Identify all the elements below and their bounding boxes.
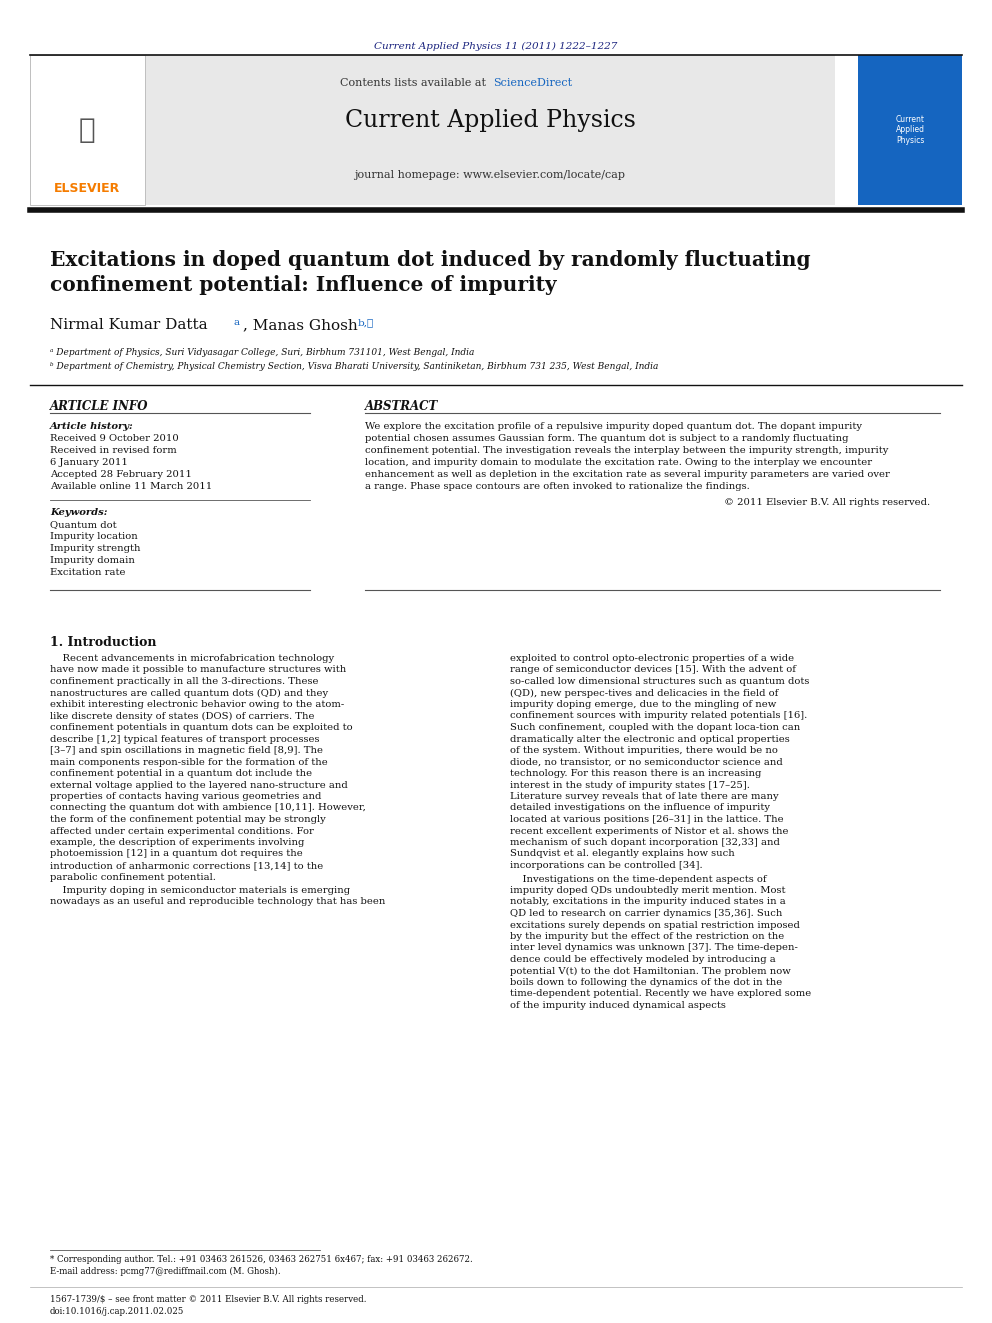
Text: Received in revised form: Received in revised form — [50, 446, 177, 455]
Text: parabolic confinement potential.: parabolic confinement potential. — [50, 872, 216, 881]
Text: Keywords:: Keywords: — [50, 508, 107, 517]
Text: journal homepage: www.elsevier.com/locate/cap: journal homepage: www.elsevier.com/locat… — [354, 169, 626, 180]
Text: Quantum dot: Quantum dot — [50, 520, 117, 529]
Text: ScienceDirect: ScienceDirect — [493, 78, 572, 89]
Text: b,★: b,★ — [357, 318, 374, 327]
Text: describe [1,2] typical features of transport processes: describe [1,2] typical features of trans… — [50, 734, 319, 744]
Text: the form of the confinement potential may be strongly: the form of the confinement potential ma… — [50, 815, 325, 824]
Text: technology. For this reason there is an increasing: technology. For this reason there is an … — [510, 769, 762, 778]
Text: a range. Phase space contours are often invoked to rationalize the findings.: a range. Phase space contours are often … — [365, 482, 750, 491]
Text: exploited to control opto-electronic properties of a wide: exploited to control opto-electronic pro… — [510, 654, 795, 663]
Text: Impurity doping in semiconductor materials is emerging: Impurity doping in semiconductor materia… — [50, 886, 350, 894]
Text: ARTICLE INFO: ARTICLE INFO — [50, 400, 149, 413]
Text: Current Applied Physics: Current Applied Physics — [344, 108, 636, 131]
Text: (QD), new perspec-tives and delicacies in the field of: (QD), new perspec-tives and delicacies i… — [510, 688, 779, 697]
Text: like discrete density of states (DOS) of carriers. The: like discrete density of states (DOS) of… — [50, 712, 314, 721]
Text: range of semiconductor devices [15]. With the advent of: range of semiconductor devices [15]. Wit… — [510, 665, 796, 675]
Text: mechanism of such dopant incorporation [32,33] and: mechanism of such dopant incorporation [… — [510, 837, 780, 847]
Text: photoemission [12] in a quantum dot requires the: photoemission [12] in a quantum dot requ… — [50, 849, 303, 859]
Text: connecting the quantum dot with ambience [10,11]. However,: connecting the quantum dot with ambience… — [50, 803, 366, 812]
Text: 6 January 2011: 6 January 2011 — [50, 458, 128, 467]
Text: Article history:: Article history: — [50, 422, 134, 431]
FancyBboxPatch shape — [858, 56, 962, 205]
Text: confinement potential: Influence of impurity: confinement potential: Influence of impu… — [50, 275, 557, 295]
Text: of the system. Without impurities, there would be no: of the system. Without impurities, there… — [510, 746, 778, 755]
Text: Received 9 October 2010: Received 9 October 2010 — [50, 434, 179, 443]
Text: Current Applied Physics 11 (2011) 1222–1227: Current Applied Physics 11 (2011) 1222–1… — [374, 42, 618, 52]
Text: ᵃ Department of Physics, Suri Vidyasagar College, Suri, Birbhum 731101, West Ben: ᵃ Department of Physics, Suri Vidyasagar… — [50, 348, 474, 357]
Text: Such confinement, coupled with the dopant loca-tion can: Such confinement, coupled with the dopan… — [510, 722, 801, 732]
Text: 1. Introduction: 1. Introduction — [50, 636, 157, 650]
Text: dramatically alter the electronic and optical properties: dramatically alter the electronic and op… — [510, 734, 790, 744]
Text: location, and impurity domain to modulate the excitation rate. Owing to the inte: location, and impurity domain to modulat… — [365, 458, 872, 467]
Text: Impurity strength: Impurity strength — [50, 544, 141, 553]
Text: © 2011 Elsevier B.V. All rights reserved.: © 2011 Elsevier B.V. All rights reserved… — [724, 497, 930, 507]
Text: , Manas Ghosh: , Manas Ghosh — [243, 318, 358, 332]
Text: main components respon-sible for the formation of the: main components respon-sible for the for… — [50, 758, 327, 766]
Text: properties of contacts having various geometries and: properties of contacts having various ge… — [50, 792, 321, 800]
Text: ELSEVIER: ELSEVIER — [54, 181, 120, 194]
Text: time-dependent potential. Recently we have explored some: time-dependent potential. Recently we ha… — [510, 990, 811, 999]
FancyBboxPatch shape — [30, 56, 835, 205]
Text: impurity doping emerge, due to the mingling of new: impurity doping emerge, due to the mingl… — [510, 700, 777, 709]
Text: Excitation rate: Excitation rate — [50, 568, 126, 577]
Text: introduction of anharmonic corrections [13,14] to the: introduction of anharmonic corrections [… — [50, 861, 323, 871]
Text: dence could be effectively modeled by introducing a: dence could be effectively modeled by in… — [510, 955, 776, 964]
Text: interest in the study of impurity states [17–25].: interest in the study of impurity states… — [510, 781, 750, 790]
Text: Available online 11 March 2011: Available online 11 March 2011 — [50, 482, 212, 491]
Text: Nirmal Kumar Datta: Nirmal Kumar Datta — [50, 318, 207, 332]
Text: so-called low dimensional structures such as quantum dots: so-called low dimensional structures suc… — [510, 677, 809, 687]
Text: nowadays as an useful and reproducible technology that has been: nowadays as an useful and reproducible t… — [50, 897, 385, 906]
Text: confinement sources with impurity related potentials [16].: confinement sources with impurity relate… — [510, 712, 807, 721]
Text: incorporations can be controlled [34].: incorporations can be controlled [34]. — [510, 861, 702, 871]
Text: by the impurity but the effect of the restriction on the: by the impurity but the effect of the re… — [510, 931, 785, 941]
Text: excitations surely depends on spatial restriction imposed: excitations surely depends on spatial re… — [510, 921, 800, 930]
Text: a: a — [233, 318, 240, 327]
Text: impurity doped QDs undoubtedly merit mention. Most: impurity doped QDs undoubtedly merit men… — [510, 886, 786, 894]
Text: located at various positions [26–31] in the lattice. The: located at various positions [26–31] in … — [510, 815, 784, 824]
Text: potential V(t) to the dot Hamiltonian. The problem now: potential V(t) to the dot Hamiltonian. T… — [510, 967, 791, 975]
Text: boils down to following the dynamics of the dot in the: boils down to following the dynamics of … — [510, 978, 783, 987]
Text: exhibit interesting electronic behavior owing to the atom-: exhibit interesting electronic behavior … — [50, 700, 344, 709]
FancyBboxPatch shape — [30, 56, 145, 205]
Text: confinement potential in a quantum dot include the: confinement potential in a quantum dot i… — [50, 769, 312, 778]
Text: confinement practically in all the 3-directions. These: confinement practically in all the 3-dir… — [50, 677, 318, 687]
Text: external voltage applied to the layered nano-structure and: external voltage applied to the layered … — [50, 781, 348, 790]
Text: of the impurity induced dynamical aspects: of the impurity induced dynamical aspect… — [510, 1002, 726, 1009]
Text: enhancement as well as depletion in the excitation rate as several impurity para: enhancement as well as depletion in the … — [365, 470, 890, 479]
Text: notably, excitations in the impurity induced states in a: notably, excitations in the impurity ind… — [510, 897, 786, 906]
Text: inter level dynamics was unknown [37]. The time-depen-: inter level dynamics was unknown [37]. T… — [510, 943, 798, 953]
Text: Sundqvist et al. elegantly explains how such: Sundqvist et al. elegantly explains how … — [510, 849, 735, 859]
Text: Investigations on the time-dependent aspects of: Investigations on the time-dependent asp… — [510, 875, 767, 884]
Text: ABSTRACT: ABSTRACT — [365, 400, 438, 413]
Text: We explore the excitation profile of a repulsive impurity doped quantum dot. The: We explore the excitation profile of a r… — [365, 422, 862, 431]
Text: potential chosen assumes Gaussian form. The quantum dot is subject to a randomly: potential chosen assumes Gaussian form. … — [365, 434, 848, 443]
Text: Recent advancements in microfabrication technology: Recent advancements in microfabrication … — [50, 654, 334, 663]
Text: Literature survey reveals that of late there are many: Literature survey reveals that of late t… — [510, 792, 779, 800]
Text: confinement potential. The investigation reveals the interplay between the impur: confinement potential. The investigation… — [365, 446, 889, 455]
Text: example, the description of experiments involving: example, the description of experiments … — [50, 837, 305, 847]
Text: [3–7] and spin oscillations in magnetic field [8,9]. The: [3–7] and spin oscillations in magnetic … — [50, 746, 323, 755]
Text: ᵇ Department of Chemistry, Physical Chemistry Section, Visva Bharati University,: ᵇ Department of Chemistry, Physical Chem… — [50, 363, 659, 370]
Text: affected under certain experimental conditions. For: affected under certain experimental cond… — [50, 827, 313, 836]
Text: nanostructures are called quantum dots (QD) and they: nanostructures are called quantum dots (… — [50, 688, 328, 697]
Text: * Corresponding author. Tel.: +91 03463 261526, 03463 262751 6x467; fax: +91 034: * Corresponding author. Tel.: +91 03463 … — [50, 1256, 473, 1263]
Text: recent excellent experiments of Nistor et al. shows the: recent excellent experiments of Nistor e… — [510, 827, 789, 836]
Text: Impurity domain: Impurity domain — [50, 556, 135, 565]
Text: 🌳: 🌳 — [78, 116, 95, 144]
Text: diode, no transistor, or no semiconductor science and: diode, no transistor, or no semiconducto… — [510, 758, 783, 766]
Text: detailed investigations on the influence of impurity: detailed investigations on the influence… — [510, 803, 770, 812]
Text: confinement potentials in quantum dots can be exploited to: confinement potentials in quantum dots c… — [50, 722, 352, 732]
Text: QD led to research on carrier dynamics [35,36]. Such: QD led to research on carrier dynamics [… — [510, 909, 783, 918]
Text: Accepted 28 February 2011: Accepted 28 February 2011 — [50, 470, 191, 479]
Text: doi:10.1016/j.cap.2011.02.025: doi:10.1016/j.cap.2011.02.025 — [50, 1307, 185, 1316]
Text: Contents lists available at: Contents lists available at — [340, 78, 490, 89]
Text: E-mail address: pcmg77@rediffmail.com (M. Ghosh).: E-mail address: pcmg77@rediffmail.com (M… — [50, 1267, 281, 1277]
Text: Excitations in doped quantum dot induced by randomly fluctuating: Excitations in doped quantum dot induced… — [50, 250, 810, 270]
Text: Current
Applied
Physics: Current Applied Physics — [896, 115, 925, 146]
Text: 1567-1739/$ – see front matter © 2011 Elsevier B.V. All rights reserved.: 1567-1739/$ – see front matter © 2011 El… — [50, 1295, 366, 1304]
Text: Impurity location: Impurity location — [50, 532, 138, 541]
Text: have now made it possible to manufacture structures with: have now made it possible to manufacture… — [50, 665, 346, 675]
